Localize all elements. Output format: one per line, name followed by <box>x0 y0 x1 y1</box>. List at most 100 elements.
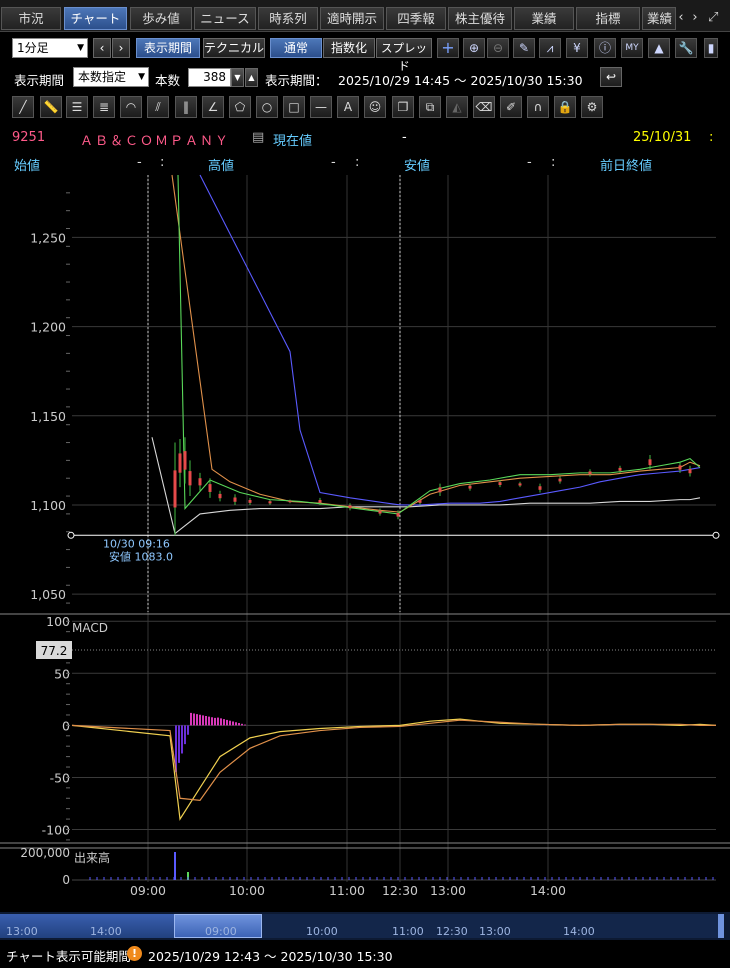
disabled-tool-icon[interactable]: ◭ <box>446 96 468 118</box>
macd-histogram-bar <box>193 713 195 726</box>
copy-icon[interactable]: ❐ <box>392 96 414 118</box>
mode-spread-button[interactable]: スプレッド <box>376 38 432 73</box>
tab-prev-icon[interactable]: ‹ <box>678 10 684 25</box>
scroll-thumb[interactable] <box>174 914 262 938</box>
tab-indicators[interactable]: 指標 <box>576 7 640 30</box>
drawing-toolbar: ╱ 📏 ☰ ≣ ◠ ⫽ ‖ ∠ ⬠ ○ □ — A ☺ ❐ ⧉ ◭ ⌫ ✐ ∩ … <box>0 95 730 121</box>
parallel-lines-icon[interactable]: ☰ <box>66 96 88 118</box>
ruler-icon[interactable]: 📏 <box>40 96 62 118</box>
area-chart-icon[interactable]: ▲ <box>648 38 670 58</box>
fan-icon[interactable]: ⫽ <box>147 96 169 118</box>
next-button[interactable]: › <box>112 38 130 58</box>
scroll-track-left <box>0 914 174 938</box>
pentagon-icon[interactable]: ⬠ <box>229 96 251 118</box>
scroll-label: 09:00 <box>205 925 237 938</box>
tab-disclosure[interactable]: 適時開示 <box>320 7 384 30</box>
period-mode-select[interactable]: 本数指定 ▼ <box>73 67 149 87</box>
my-indicator-icon[interactable]: MY <box>621 38 643 58</box>
period-mode-value: 本数指定 <box>78 70 127 84</box>
tab-timeseries[interactable]: 時系列 <box>258 7 318 30</box>
horizontal-lines-icon[interactable]: ≣ <box>93 96 115 118</box>
range-label: 表示期間： <box>265 73 328 88</box>
tab-trades[interactable]: 歩み値 <box>130 7 192 30</box>
angle-icon[interactable]: ∠ <box>202 96 224 118</box>
crosshair-icon[interactable]: + <box>437 38 459 58</box>
low-annotation-value: 安値 1083.0 <box>109 549 173 563</box>
candle-body <box>173 470 177 508</box>
macd-histogram-bar <box>202 715 204 726</box>
macd-histogram-bar <box>205 716 207 726</box>
more-icon[interactable]: ▮ <box>704 38 718 58</box>
interval-select[interactable]: 1分足 ▼ <box>12 38 88 58</box>
gear-icon[interactable]: ⚙ <box>581 96 603 118</box>
scroll-label: 13:00 <box>479 925 511 938</box>
zoom-out-icon[interactable]: ⊖ <box>487 38 509 58</box>
macd-series-line <box>71 718 717 821</box>
line-chart-icon[interactable]: ⩘ <box>539 38 561 58</box>
count-up-button[interactable]: ▲ <box>245 68 258 87</box>
macd-tick-label: -100 <box>42 823 70 838</box>
tab-shikiho[interactable]: 四季報 <box>386 7 446 30</box>
period-button[interactable]: 表示期間 <box>136 38 200 58</box>
time-scrollbar[interactable]: 13:00 14:00 09:00 10:00 11:00 12:30 13:0… <box>0 912 730 940</box>
line-handle <box>712 531 720 539</box>
zoom-in-icon[interactable]: ⊕ <box>463 38 485 58</box>
pencil-icon[interactable]: ✎ <box>513 38 535 58</box>
undo-icon[interactable]: ↩ <box>600 67 622 87</box>
trendline-icon[interactable]: ╱ <box>12 96 34 118</box>
volume-title: 出来高 <box>74 850 110 865</box>
mode-index-button[interactable]: 指数化 <box>323 38 375 58</box>
price-tick-label: 1,100 <box>30 498 66 513</box>
macd-histogram-bar <box>211 717 213 726</box>
edit-icon[interactable]: ✐ <box>500 96 522 118</box>
tab-benefits[interactable]: 株主優待 <box>448 7 512 30</box>
wrench-icon[interactable]: 🔧 <box>675 38 697 58</box>
chevron-down-icon: ▼ <box>77 43 84 53</box>
candle-body <box>438 487 442 493</box>
document-icon[interactable]: ▤ <box>252 130 265 145</box>
time-tick-label: 11:00 <box>329 883 365 898</box>
text-icon[interactable]: A <box>337 96 359 118</box>
tab-bar: 市況 チャート 歩み値 ニュース 時系列 適時開示 四季報 株主優待 業績 指標… <box>0 0 730 32</box>
arc-icon[interactable]: ◠ <box>120 96 142 118</box>
candle-body <box>396 513 400 517</box>
magnet-icon[interactable]: ∩ <box>527 96 549 118</box>
mode-normal-button[interactable]: 通常 <box>270 38 322 58</box>
tab-earnings[interactable]: 業績 <box>514 7 574 30</box>
smiley-icon[interactable]: ☺ <box>364 96 386 118</box>
candle-body <box>688 468 692 474</box>
quote-date-suffix: : <box>709 130 714 145</box>
volume-tick-label: 200,000 <box>20 846 70 860</box>
scroll-label: 11:00 <box>392 925 424 938</box>
macd-histogram-bar <box>220 718 222 726</box>
candle-body <box>233 497 237 502</box>
candle-body <box>348 505 352 509</box>
lock-icon[interactable]: 🔒 <box>554 96 576 118</box>
tab-chart[interactable]: チャート <box>64 7 127 30</box>
count-input[interactable]: 388 <box>188 68 231 87</box>
macd-histogram-bar <box>175 725 177 773</box>
tab-news[interactable]: ニュース <box>194 7 256 30</box>
rectangle-icon[interactable]: □ <box>283 96 305 118</box>
tab-market[interactable]: 市況 <box>1 7 61 30</box>
tab-earnings-2[interactable]: 業績 <box>642 7 676 30</box>
eraser-icon[interactable]: ⌫ <box>473 96 495 118</box>
candle-body <box>248 499 252 503</box>
horizontal-line-icon[interactable]: — <box>310 96 332 118</box>
technical-button[interactable]: テクニカル <box>203 38 265 58</box>
tab-next-icon[interactable]: › <box>692 10 698 25</box>
candle-body <box>468 485 472 489</box>
price-series-line <box>151 437 701 535</box>
circle-icon[interactable]: ○ <box>256 96 278 118</box>
candle-body <box>558 478 562 482</box>
scroll-handle[interactable] <box>718 914 724 938</box>
expand-icon[interactable]: ⤢ <box>708 10 719 25</box>
candle-body <box>498 482 502 486</box>
count-down-button[interactable]: ▼ <box>231 68 244 87</box>
duplicate-icon[interactable]: ⧉ <box>419 96 441 118</box>
yen-icon[interactable]: ¥ <box>566 38 588 58</box>
vertical-lines-icon[interactable]: ‖ <box>175 96 197 118</box>
prev-button[interactable]: ‹ <box>93 38 111 58</box>
info-icon[interactable]: ⓘ <box>594 38 616 58</box>
